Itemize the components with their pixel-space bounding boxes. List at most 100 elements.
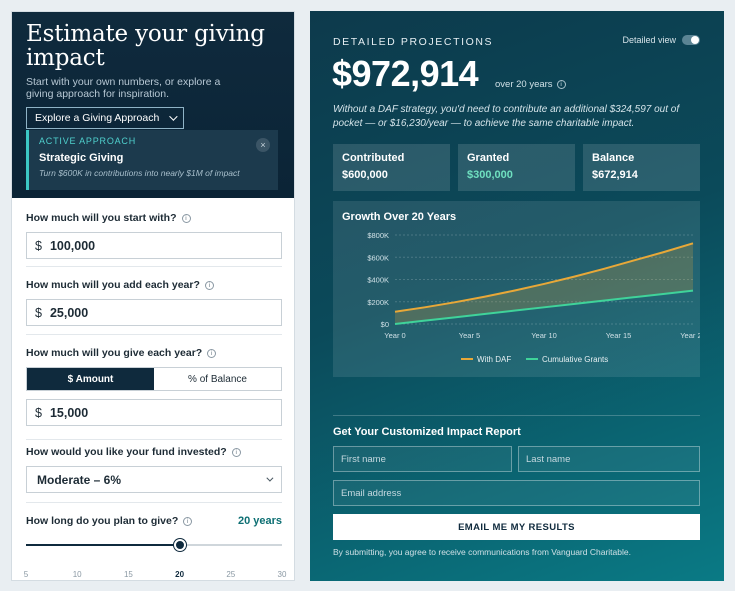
first-name-placeholder: First name <box>341 453 386 465</box>
start-amount-field: How much will you start with? i $100,000 <box>26 212 282 259</box>
y-tick-label: $600K <box>367 253 389 262</box>
explore-approach-label: Explore a Giving Approach <box>35 112 160 124</box>
slider-fill <box>26 544 180 546</box>
slider-tick-label: 30 <box>277 570 287 579</box>
close-icon[interactable]: × <box>256 138 270 152</box>
growth-chart-card: Growth Over 20 Years $0 $200K $400K $600K $8… <box>333 201 700 377</box>
currency-symbol: $ <box>35 305 42 320</box>
slider-thumb[interactable] <box>173 539 186 551</box>
last-name-placeholder: Last name <box>526 453 571 465</box>
growth-chart: $0 $200K $400K $600K $800K Year 0 Year 5 Year 1… <box>367 231 700 364</box>
over-years-label: over 20 years i <box>495 79 566 90</box>
slider-tick-label: 20 <box>175 570 185 579</box>
disclaimer: By submitting, you agree to receive comm… <box>333 547 631 557</box>
calculator-header: Estimate your giving impact Start with y… <box>12 12 294 198</box>
slider-ticks: 5 10 15 20 25 30 <box>23 570 287 580</box>
approach-name: Strategic Giving <box>39 152 124 164</box>
email-input[interactable]: Email address <box>333 480 700 506</box>
info-icon[interactable]: i <box>231 447 241 457</box>
x-tick-label: Year 5 <box>459 331 480 340</box>
divider <box>26 502 282 503</box>
investment-select[interactable]: Moderate – 6% <box>26 466 282 493</box>
investment-value: Moderate – 6% <box>37 472 122 487</box>
comparison-note: Without a DAF strategy, you'd need to co… <box>333 104 680 129</box>
active-approach-tag: ACTIVE APPROACH <box>39 136 137 146</box>
duration-slider[interactable] <box>26 539 282 551</box>
toggle-switch[interactable] <box>682 35 700 45</box>
projections-heading: DETAILED PROJECTIONS <box>333 36 494 48</box>
with-daf-area <box>395 243 693 324</box>
with-daf-line <box>394 242 694 313</box>
total-impact: $972,914 <box>332 53 479 94</box>
toggle-percent-balance[interactable]: % of Balance <box>188 373 247 385</box>
y-tick-label: $0 <box>381 320 389 329</box>
chevron-down-icon <box>266 474 274 482</box>
toggle-amount[interactable]: $ Amount <box>27 368 154 390</box>
approach-description: Turn $600K in contributions into nearly … <box>39 168 240 178</box>
info-icon[interactable]: i <box>181 213 191 223</box>
investment-field: How would you like your fund invested? i … <box>26 446 282 493</box>
duration-field: How long do you plan to give? i 20 years <box>26 515 282 527</box>
slider-tick-label: 5 <box>23 570 29 579</box>
stat-label: Granted <box>467 152 510 164</box>
first-name-input[interactable]: First name <box>333 446 512 472</box>
annual-give-field: How much will you give each year? i $ Amo… <box>26 347 282 426</box>
annual-add-input[interactable]: $25,000 <box>26 299 282 326</box>
info-icon[interactable]: i <box>556 80 566 89</box>
stat-contributed: Contributed $600,000 <box>333 144 450 191</box>
info-icon[interactable]: i <box>204 280 214 290</box>
chevron-down-icon <box>169 112 178 121</box>
x-tick-label: Year 10 <box>531 331 557 340</box>
stat-balance: Balance $672,914 <box>583 144 700 191</box>
stat-label: Contributed <box>342 152 405 164</box>
stat-value: $600,000 <box>342 169 388 181</box>
projections-panel: DETAILED PROJECTIONS Detailed view $972,… <box>310 11 724 581</box>
currency-symbol: $ <box>35 405 42 420</box>
slider-tick-label: 15 <box>123 570 133 579</box>
give-mode-toggle: $ Amount % of Balance <box>26 367 282 391</box>
start-amount-value: 100,000 <box>49 238 96 253</box>
info-icon[interactable]: i <box>183 516 193 526</box>
report-title: Get Your Customized Impact Report <box>333 426 521 438</box>
info-icon[interactable]: i <box>207 348 217 358</box>
detailed-view-toggle[interactable]: Detailed view <box>622 35 700 45</box>
stat-value: $300,000 <box>467 169 513 181</box>
x-tick-label: Year 0 <box>384 331 405 340</box>
page-title: Estimate your giving impact <box>26 21 265 71</box>
annual-give-value: 15,000 <box>49 405 89 420</box>
divider <box>26 334 282 335</box>
start-amount-input[interactable]: $100,000 <box>26 232 282 259</box>
stat-granted: Granted $300,000 <box>458 144 575 191</box>
invest-question: How would you like your fund invested? <box>26 446 227 458</box>
divider <box>26 266 282 267</box>
duration-value: 20 years <box>237 515 282 527</box>
slider-tick-label: 25 <box>226 570 236 579</box>
start-question: How much will you start with? <box>26 212 177 224</box>
duration-question: How long do you plan to give? <box>26 515 179 527</box>
email-results-button[interactable]: EMAIL ME MY RESULTS <box>333 514 700 540</box>
cumulative-grants-line <box>394 289 694 325</box>
divider <box>333 415 700 416</box>
page-subtitle: Start with your own numbers, or explore … <box>26 76 221 100</box>
annual-give-input[interactable]: $15,000 <box>26 399 282 426</box>
currency-symbol: $ <box>35 238 42 253</box>
y-tick-label: $400K <box>367 276 389 285</box>
explore-approach-button[interactable]: Explore a Giving Approach <box>26 107 185 129</box>
annual-add-field: How much will you add each year? i $25,00… <box>26 279 282 326</box>
legend-label: With DAF <box>477 355 511 364</box>
y-tick-label: $800K <box>367 231 389 240</box>
calculator-panel: Estimate your giving impact Start with y… <box>11 11 295 581</box>
over-years-text: over 20 years <box>495 79 553 90</box>
chart-title: Growth Over 20 Years <box>342 211 457 223</box>
add-question: How much will you add each year? <box>26 279 200 291</box>
slider-tick-label: 10 <box>72 570 82 579</box>
annual-add-value: 25,000 <box>49 305 89 320</box>
x-tick-label: Year 20 <box>680 331 700 340</box>
email-placeholder: Email address <box>341 487 402 499</box>
divider <box>26 439 282 440</box>
stat-value: $672,914 <box>592 169 638 181</box>
active-approach-card: ACTIVE APPROACH Strategic Giving Turn $6… <box>26 130 278 190</box>
x-tick-label: Year 15 <box>606 331 632 340</box>
stat-label: Balance <box>592 152 635 164</box>
last-name-input[interactable]: Last name <box>518 446 700 472</box>
